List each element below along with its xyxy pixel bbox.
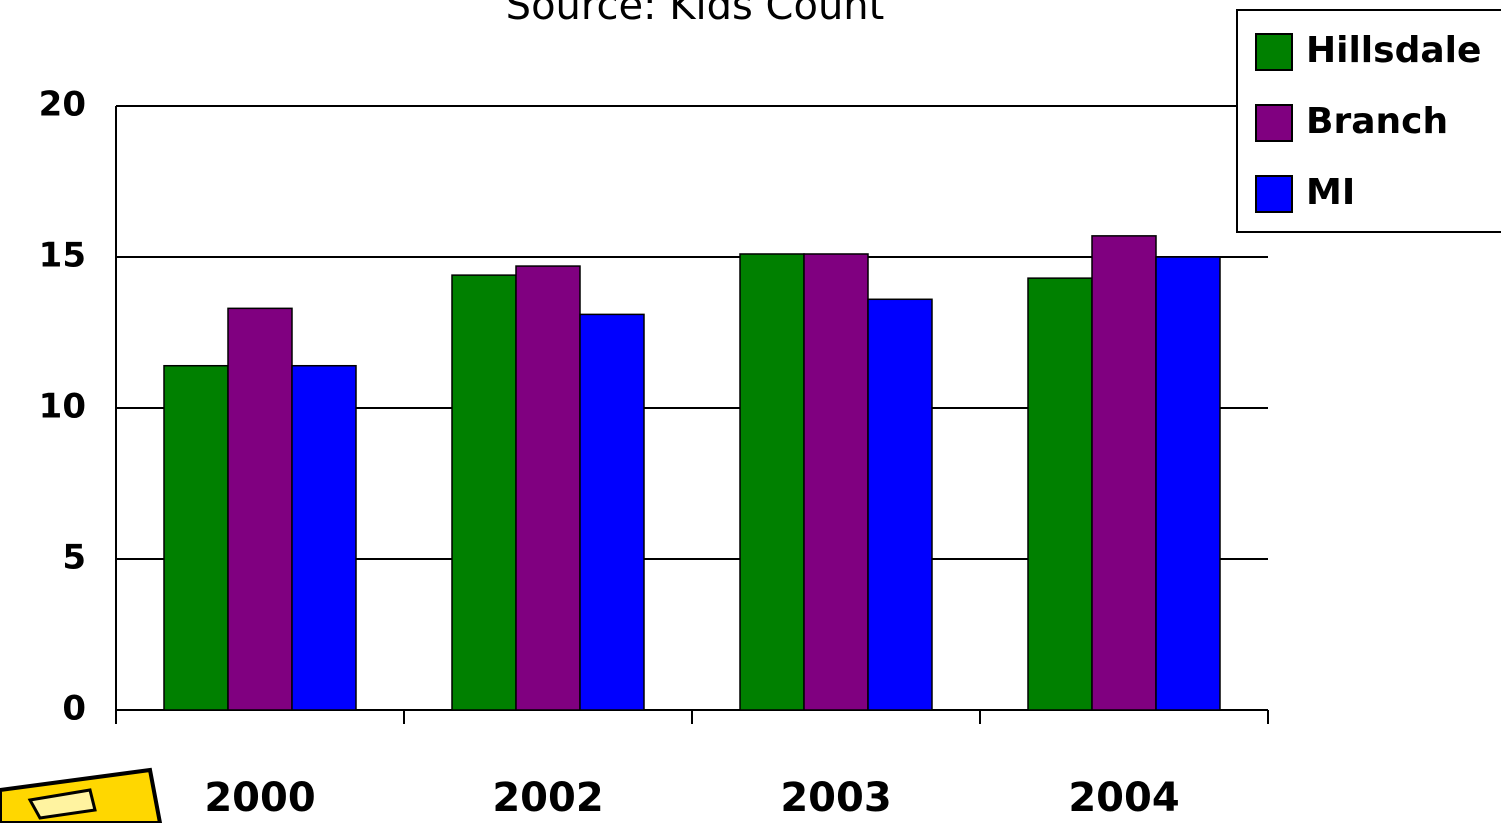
pencil-icon: [0, 767, 163, 823]
x-tick-label: 2003: [780, 775, 891, 821]
y-tick-label: 0: [62, 689, 86, 729]
chart-title: Source: Kids Count: [506, 0, 885, 29]
bar: [867, 298, 933, 711]
legend-swatch: [1255, 33, 1293, 71]
bar: [163, 364, 229, 711]
y-tick-label: 5: [62, 538, 86, 578]
bar: [451, 274, 517, 711]
y-tick-label: 15: [39, 236, 86, 276]
legend-label: MI: [1306, 172, 1355, 213]
bar: [1027, 277, 1093, 711]
x-tick-label: 2004: [1068, 775, 1179, 821]
bar: [291, 364, 357, 711]
x-tick-label: 2000: [204, 775, 315, 821]
bar: [1155, 256, 1221, 711]
y-tick-label: 10: [39, 387, 86, 427]
x-tick-label: 2002: [492, 775, 603, 821]
bar: [515, 265, 581, 711]
bar: [227, 307, 293, 711]
legend-swatch: [1255, 104, 1293, 142]
bar: [803, 253, 869, 711]
legend-label: Branch: [1306, 101, 1448, 142]
legend-swatch: [1255, 175, 1293, 213]
bar: [739, 253, 805, 711]
bar: [579, 313, 645, 711]
y-tick-label: 20: [39, 85, 86, 125]
bar: [1091, 235, 1157, 711]
legend-label: Hillsdale: [1306, 30, 1481, 71]
